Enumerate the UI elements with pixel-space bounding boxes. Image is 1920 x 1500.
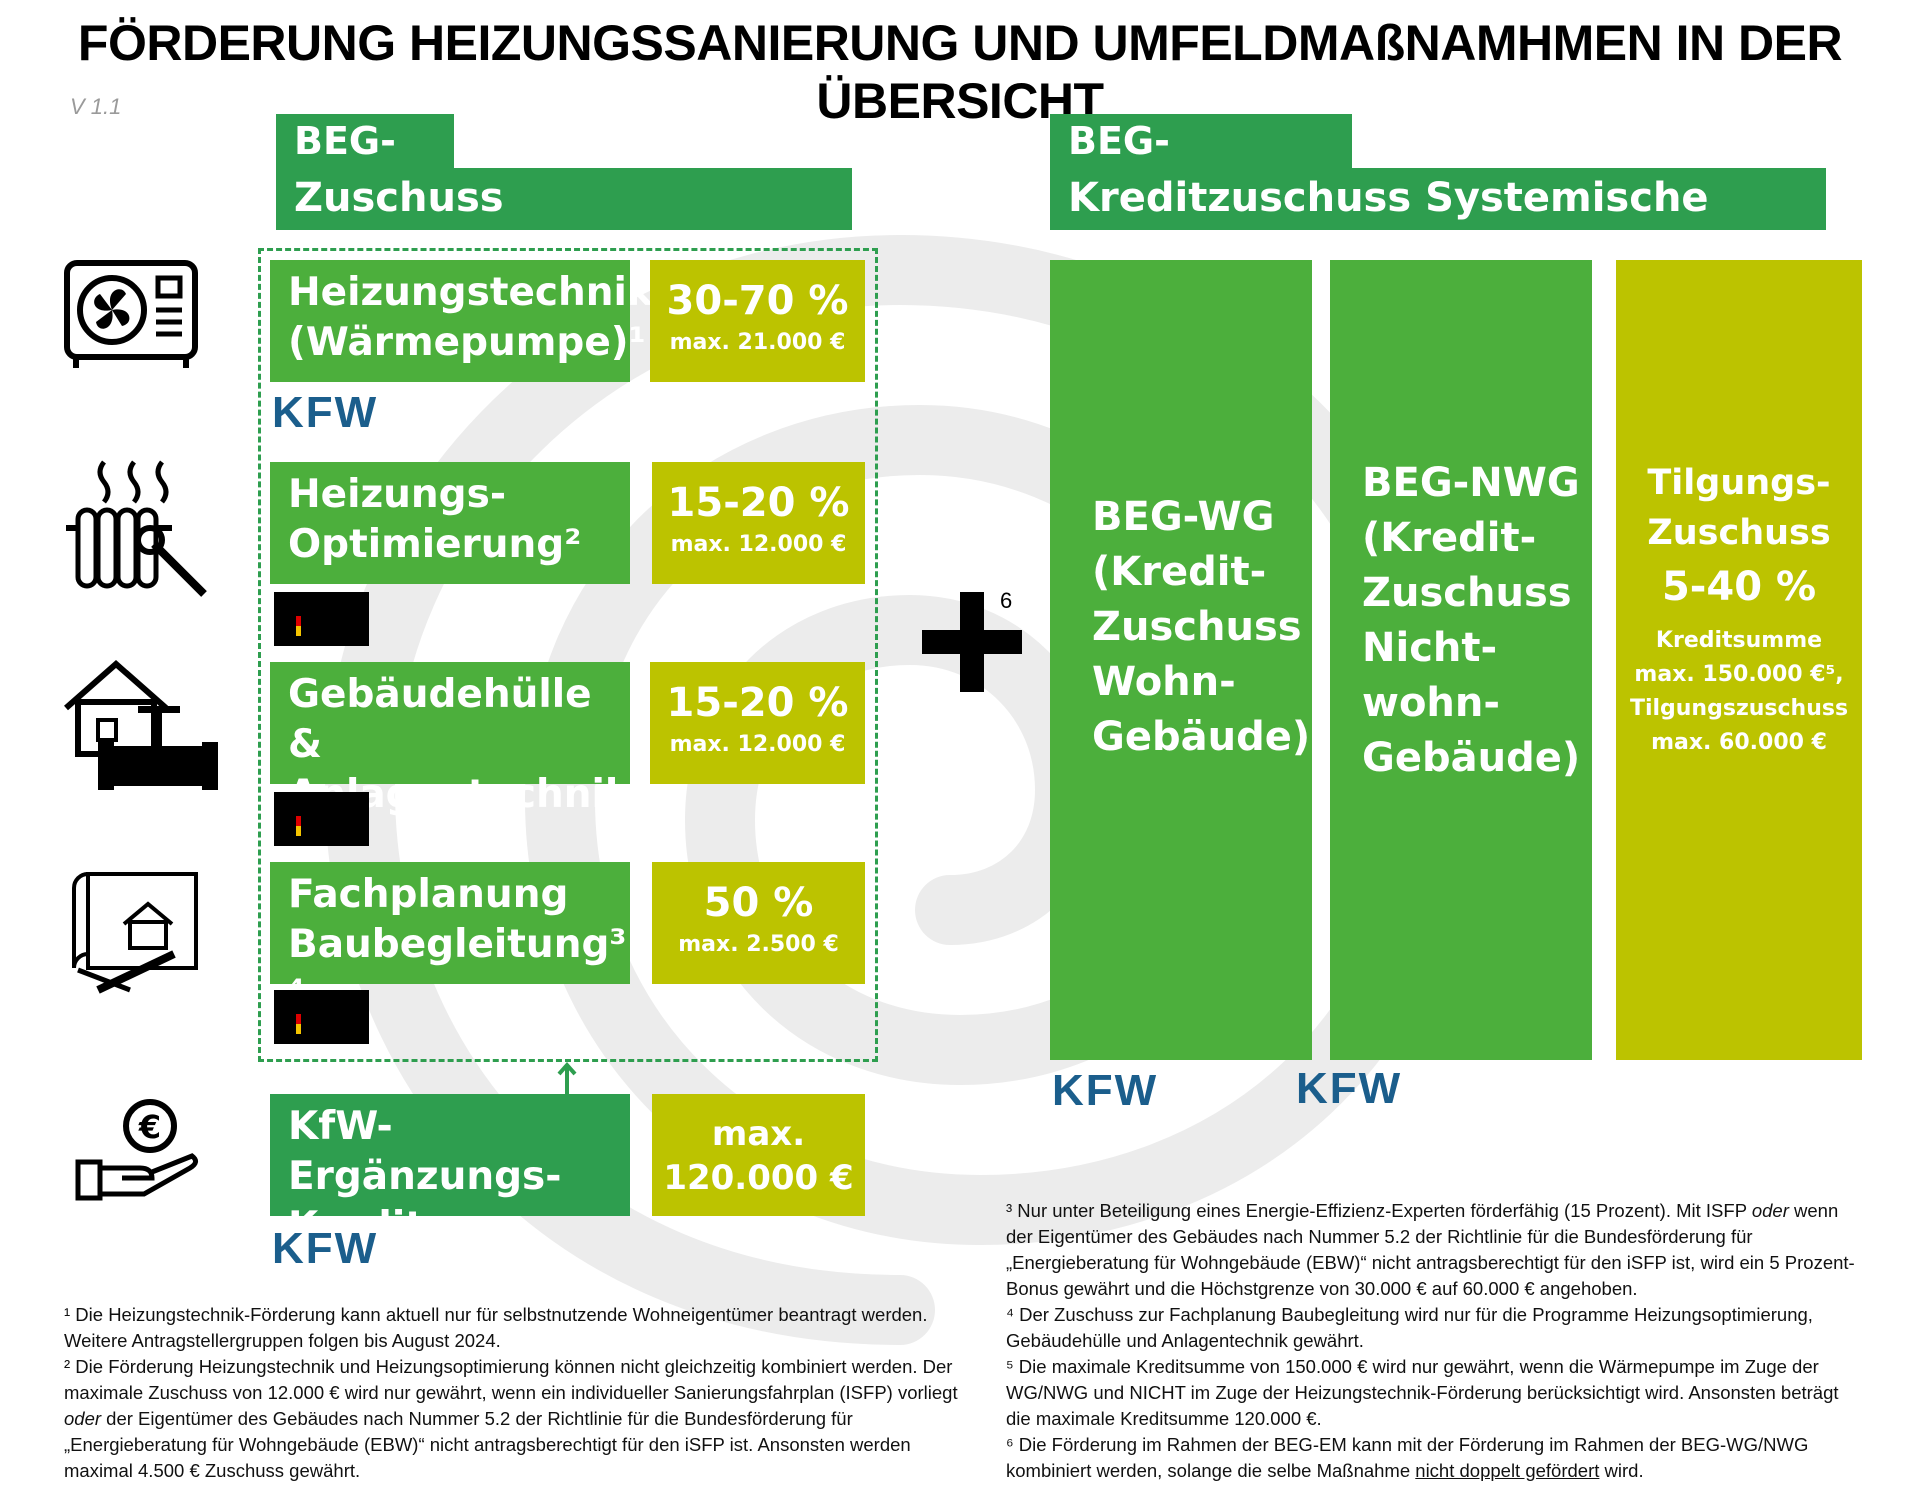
kfw-ergaenzungskredit-amount: max. 120.000 € (652, 1094, 865, 1216)
measure-fachplanung-line1: Fachplanung (288, 872, 569, 917)
measure-heizungstechnik-rate: 30-70 % max. 21.000 € (650, 260, 865, 382)
beg-em-group-border (258, 248, 878, 1062)
measure-heizungsoptimierung-rate: 15-20 % max. 12.000 € (652, 462, 865, 584)
credit-max-label: max. (711, 1114, 806, 1154)
footnotes-right: ³ Nur unter Beteiligung eines Energie-Ef… (1006, 1198, 1866, 1484)
footnote-2-emphasis: oder (64, 1408, 102, 1429)
measure-heizungsoptimierung-line1: Heizungs- (288, 472, 507, 517)
bafa-logo-1 (274, 592, 369, 646)
measure-gebaeudehuelle-rate: 15-20 % max. 12.000 € (650, 662, 865, 784)
kfw-logo-wg: KFW (1052, 1066, 1159, 1115)
footnote-2: ² Die Förderung Heizungstechnik und Heiz… (64, 1354, 964, 1484)
measure-heizungsoptimierung: Heizungs- Optimierung² (270, 462, 630, 584)
footnote-2-text: ² Die Förderung Heizungstechnik und Heiz… (64, 1356, 958, 1403)
bafa-logo-3 (274, 990, 369, 1044)
footnote-4: ⁴ Der Zuschuss zur Fachplanung Baubeglei… (1006, 1304, 1813, 1351)
beg-nwg-line: Gebäude) (1362, 735, 1581, 781)
beg-wg-line: Wohn- (1092, 659, 1236, 705)
euro-hand-icon: € (75, 1099, 198, 1201)
beg-wg-line: Gebäude) (1092, 714, 1311, 760)
rate-max: max. 12.000 € (669, 732, 846, 757)
beg-nwg-column: BEG-NWG (Kredit- Zuschuss Nicht- wohn- G… (1330, 260, 1592, 1060)
footnote-3-text-b: wenn der Eigentümer des Gebäudes nach Nu… (1006, 1200, 1855, 1299)
svg-text:€: € (138, 1108, 161, 1146)
measure-heizungsoptimierung-line2: Optimierung² (288, 522, 582, 567)
beg-nwg-line: BEG-NWG (1362, 460, 1580, 506)
radiator-wrench-icon (66, 460, 207, 597)
rate-percent: 15-20 % (667, 480, 850, 526)
tilgung-percent: 5-40 % (1661, 564, 1817, 610)
footnote-6-text: ⁶ Die Förderung im Rahmen der BEG-EM kan… (1006, 1434, 1809, 1481)
measure-heizungstechnik-line2: (Wärmepumpe)¹ (288, 320, 646, 365)
measure-fachplanung-rate: 50 % max. 2.500 € (652, 862, 865, 984)
footnote-1: ¹ Die Heizungstechnik-Förderung kann akt… (64, 1304, 928, 1351)
rate-max: max. 21.000 € (669, 330, 846, 355)
beg-wg-column: BEG-WG (Kredit- Zuschuss Wohn- Gebäude) (1050, 260, 1312, 1060)
beg-nwg-line: wohn- (1362, 680, 1500, 726)
measure-gebaeudehuelle: Gebäudehülle & Anlagentechnik³ (270, 662, 648, 817)
tilgung-detail: Kreditsumme (1655, 628, 1823, 653)
arrow-up-icon (557, 1061, 577, 1096)
measure-heizungstechnik: Heizungstechnik (Wärmepumpe)¹ (270, 260, 653, 382)
house-pipe-icon (64, 660, 218, 790)
beg-nwg-line: (Kredit- (1362, 515, 1537, 561)
kfw-logo-nwg: KFW (1296, 1064, 1403, 1113)
beg-wg-line: (Kredit- (1092, 549, 1267, 595)
tilgungszuschuss-column: Tilgungs- Zuschuss 5-40 % Kreditsumme ma… (1616, 260, 1862, 1060)
footnote-5: ⁵ Die maximale Kreditsumme von 150.000 €… (1006, 1356, 1839, 1429)
beg-nwg-line: Nicht- (1362, 625, 1498, 671)
footnote-3: ³ Nur unter Beteiligung eines Energie-Ef… (1006, 1198, 1866, 1302)
tilgung-detail: max. 150.000 €⁵, (1634, 662, 1844, 687)
kfw-logo-1: KFW (272, 388, 379, 437)
kfw-ergaenzungskredit-line2: Kredit (288, 1204, 424, 1249)
beg-wg-nwg-subtitle: Kreditzuschuss Systemische Sanierung (1050, 168, 1826, 281)
footnote-3-emphasis: oder (1751, 1200, 1789, 1221)
rate-percent: 50 % (703, 880, 814, 926)
bafa-logo-2 (274, 792, 369, 846)
footnotes-left: ¹ Die Heizungstechnik-Förderung kann akt… (64, 1302, 964, 1484)
tilgung-detail: Tilgungszuschuss (1629, 696, 1849, 721)
kfw-ergaenzungskredit-line1: KfW-Ergänzungs- (288, 1104, 562, 1199)
heat-pump-icon (64, 260, 198, 368)
beg-wg-line: BEG-WG (1092, 494, 1275, 540)
credit-max-value: 120.000 € (663, 1158, 854, 1198)
blueprint-icon (72, 872, 198, 994)
footnote-6-underline: nicht doppelt gefördert (1415, 1460, 1600, 1481)
kfw-logo-credit: KFW (272, 1224, 379, 1273)
plus-icon (922, 592, 1022, 692)
measure-fachplanung: Fachplanung Baubegleitung³ ⁴ (270, 862, 630, 1017)
tilgung-line2: Zuschuss (1647, 513, 1831, 553)
rate-percent: 30-70 % (666, 278, 849, 324)
footnote-2-text-b: der Eigentümer des Gebäudes nach Nummer … (64, 1408, 911, 1481)
kfw-ergaenzungskredit: KfW-Ergänzungs- Kredit (270, 1094, 630, 1249)
beg-em-subtitle: Zuschuss Einzelmaßnahmen (276, 168, 852, 281)
beg-wg-nwg-tab: BEG-WG/NWG (1050, 114, 1352, 217)
tilgung-detail: max. 60.000 € (1651, 730, 1827, 755)
tilgung-line1: Tilgungs- (1647, 463, 1831, 503)
footnote-6: ⁶ Die Förderung im Rahmen der BEG-EM kan… (1006, 1432, 1866, 1484)
footnote-6-text-b: wird. (1599, 1460, 1644, 1481)
measure-heizungstechnik-line1: Heizungstechnik (288, 270, 653, 315)
rate-max: max. 2.500 € (678, 932, 839, 957)
beg-wg-line: Zuschuss (1092, 604, 1302, 650)
beg-em-tab: BEG-EM (276, 114, 454, 217)
footnote-3-text: ³ Nur unter Beteiligung eines Energie-Ef… (1006, 1200, 1752, 1221)
plus-footnote-ref: 6 (1000, 588, 1013, 613)
page-title: FÖRDERUNG HEIZUNGSSANIERUNG UND UMFELDMA… (77, 15, 1843, 129)
measure-gebaeudehuelle-line1: Gebäudehülle & (288, 672, 592, 767)
beg-nwg-line: Zuschuss (1362, 570, 1572, 616)
rate-percent: 15-20 % (666, 680, 849, 726)
rate-max: max. 12.000 € (670, 532, 847, 557)
version-label: V 1.1 (70, 94, 122, 119)
